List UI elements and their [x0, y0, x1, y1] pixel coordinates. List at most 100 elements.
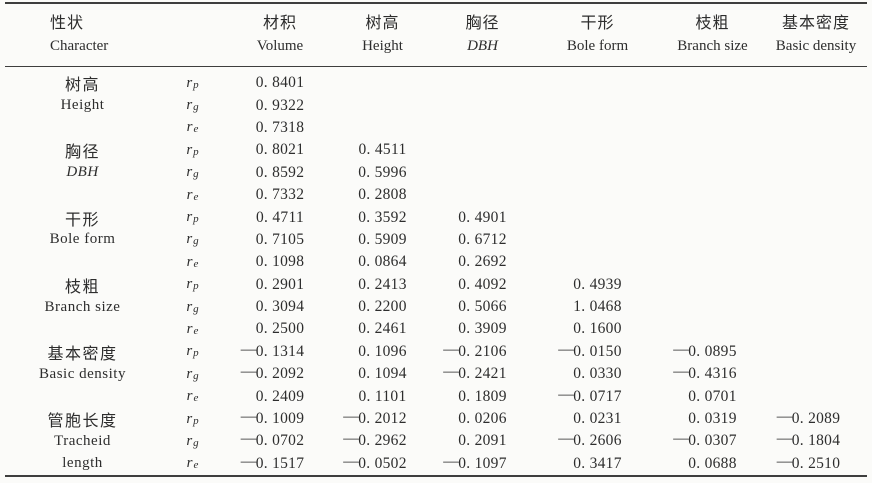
- value-cell: 0. 2409: [225, 388, 335, 406]
- correlation-value: 0. 2409: [255, 387, 305, 405]
- character-label: 管胞长度: [47, 413, 118, 431]
- value-cell: 0. 2200: [335, 298, 430, 316]
- value-cell: 0. 7318: [225, 119, 335, 137]
- value-cell: 0. 0319: [660, 410, 765, 428]
- correlation-value: 0. 0701: [688, 387, 737, 405]
- value-cell: —0. 1517: [225, 452, 335, 473]
- minus-sign: —: [240, 452, 257, 470]
- correlation-value: 0. 2808: [358, 186, 407, 204]
- minus-sign: —: [443, 452, 459, 470]
- value-cell: —0. 2089: [765, 408, 867, 428]
- header-character-en: Character: [50, 38, 109, 54]
- table-row: Tracheid r g —0. 0702 —0. 2962 0. 2091 —0. 260…: [5, 430, 867, 452]
- correlation-value: 0. 9322: [255, 96, 305, 114]
- correlation-value: 0. 5909: [358, 230, 407, 248]
- minus-sign: —: [240, 430, 257, 448]
- correlation-value: 0. 1600: [573, 320, 622, 338]
- value-cell: 0. 0330: [535, 365, 660, 383]
- value-cell: 0. 2413: [335, 276, 430, 294]
- character-label: Bole form: [49, 231, 116, 248]
- value-cell: 0. 2901: [225, 276, 335, 294]
- value-cell: 0. 2461: [335, 320, 430, 338]
- correlation-value: 0. 3592: [358, 208, 407, 226]
- value-cell: —0. 0702: [225, 430, 335, 450]
- minus-sign: —: [343, 452, 359, 470]
- correlation-value: —0. 0502: [343, 452, 407, 472]
- correlation-value: —0. 4316: [673, 363, 737, 383]
- correlation-value: —0. 1097: [443, 452, 507, 472]
- table-row: 枝粗 r p 0. 2901 0. 2413 0. 4092 0. 4939: [5, 274, 867, 296]
- header-bole-form-en: Bole form: [566, 38, 629, 54]
- correlation-value: 0. 0231: [573, 410, 622, 428]
- value-cell: —0. 0150: [535, 341, 660, 361]
- correlation-value: —0. 2510: [776, 452, 841, 472]
- correlation-value: 0. 4901: [458, 208, 507, 226]
- correlation-value: 0. 2692: [458, 253, 507, 271]
- value-cell: 0. 0701: [660, 388, 765, 406]
- value-cell: —0. 2962: [335, 430, 430, 450]
- correlation-value: 0. 0206: [458, 410, 507, 428]
- correlation-value: 0. 6712: [458, 230, 507, 248]
- value-cell: 0. 4092: [430, 276, 535, 294]
- character-label: Branch size: [44, 298, 121, 315]
- correlation-value: —0. 1517: [240, 452, 305, 472]
- correlation-value: —0. 1804: [776, 430, 841, 450]
- character-label: DBH: [66, 164, 99, 181]
- value-cell: —0. 0717: [535, 385, 660, 406]
- header-volume-en: Volume: [256, 38, 304, 54]
- correlation-value: —0. 2012: [343, 408, 407, 428]
- minus-sign: —: [343, 408, 359, 426]
- table-row: r e 0. 7332 0. 2808: [5, 184, 867, 206]
- correlation-value: 0. 8592: [255, 163, 305, 181]
- value-cell: —0. 1009: [225, 408, 335, 428]
- header-basic-density-en: Basic density: [775, 38, 857, 54]
- header-dbh: 胸径 DBH: [430, 4, 535, 57]
- value-cell: 0. 5909: [335, 231, 430, 249]
- value-cell: 0. 7332: [225, 186, 335, 204]
- header-branch-size: 枝粗 Branch size: [660, 4, 765, 57]
- value-cell: 0. 3417: [535, 455, 660, 473]
- value-cell: 0. 8592: [225, 164, 335, 182]
- value-cell: —0. 2421: [430, 363, 535, 383]
- value-cell: —0. 1097: [430, 452, 535, 473]
- correlation-value: 0. 2413: [358, 275, 407, 293]
- correlation-value: 0. 7332: [255, 186, 305, 204]
- correlation-value: —0. 2092: [240, 363, 305, 383]
- value-cell: 0. 8401: [225, 74, 335, 92]
- minus-sign: —: [776, 430, 793, 448]
- header-dbh-zh: 胸径: [465, 15, 500, 32]
- table-body: 树高 r p 0. 8401 Height r g 0. 9322 r e 0. 7318 胸径 r p 0…: [5, 67, 867, 475]
- character-label: 树高: [64, 77, 100, 95]
- minus-sign: —: [673, 430, 689, 448]
- value-cell: 1. 0468: [535, 298, 660, 316]
- value-cell: —0. 0307: [660, 430, 765, 450]
- table-header-row: 性状 Character 材积 Volume 树高 Height 胸径 DBH …: [5, 4, 867, 67]
- value-cell: 0. 1101: [335, 388, 430, 406]
- value-cell: 0. 6712: [430, 231, 535, 249]
- correlation-value: 0. 3417: [573, 454, 622, 472]
- correlation-value: —0. 0717: [558, 385, 622, 405]
- table-row: length r e —0. 1517 —0. 0502 —0. 1097 0. 3417 0…: [5, 453, 867, 475]
- correlation-value: 0. 0688: [688, 454, 737, 472]
- correlation-value: 0. 4511: [358, 141, 407, 159]
- character-label: Tracheid: [54, 432, 111, 449]
- correlation-value: 0. 1096: [358, 342, 407, 360]
- header-volume: 材积 Volume: [225, 4, 335, 57]
- correlation-value: 0. 7318: [255, 118, 305, 136]
- correlation-value: 0. 3094: [255, 298, 305, 316]
- value-cell: 0. 4939: [535, 276, 660, 294]
- header-height-en: Height: [362, 38, 403, 54]
- correlation-value: 0. 8021: [255, 141, 305, 159]
- character-label: length: [62, 455, 103, 472]
- header-character: 性状 Character: [5, 4, 225, 57]
- value-cell: 0. 1096: [335, 343, 430, 361]
